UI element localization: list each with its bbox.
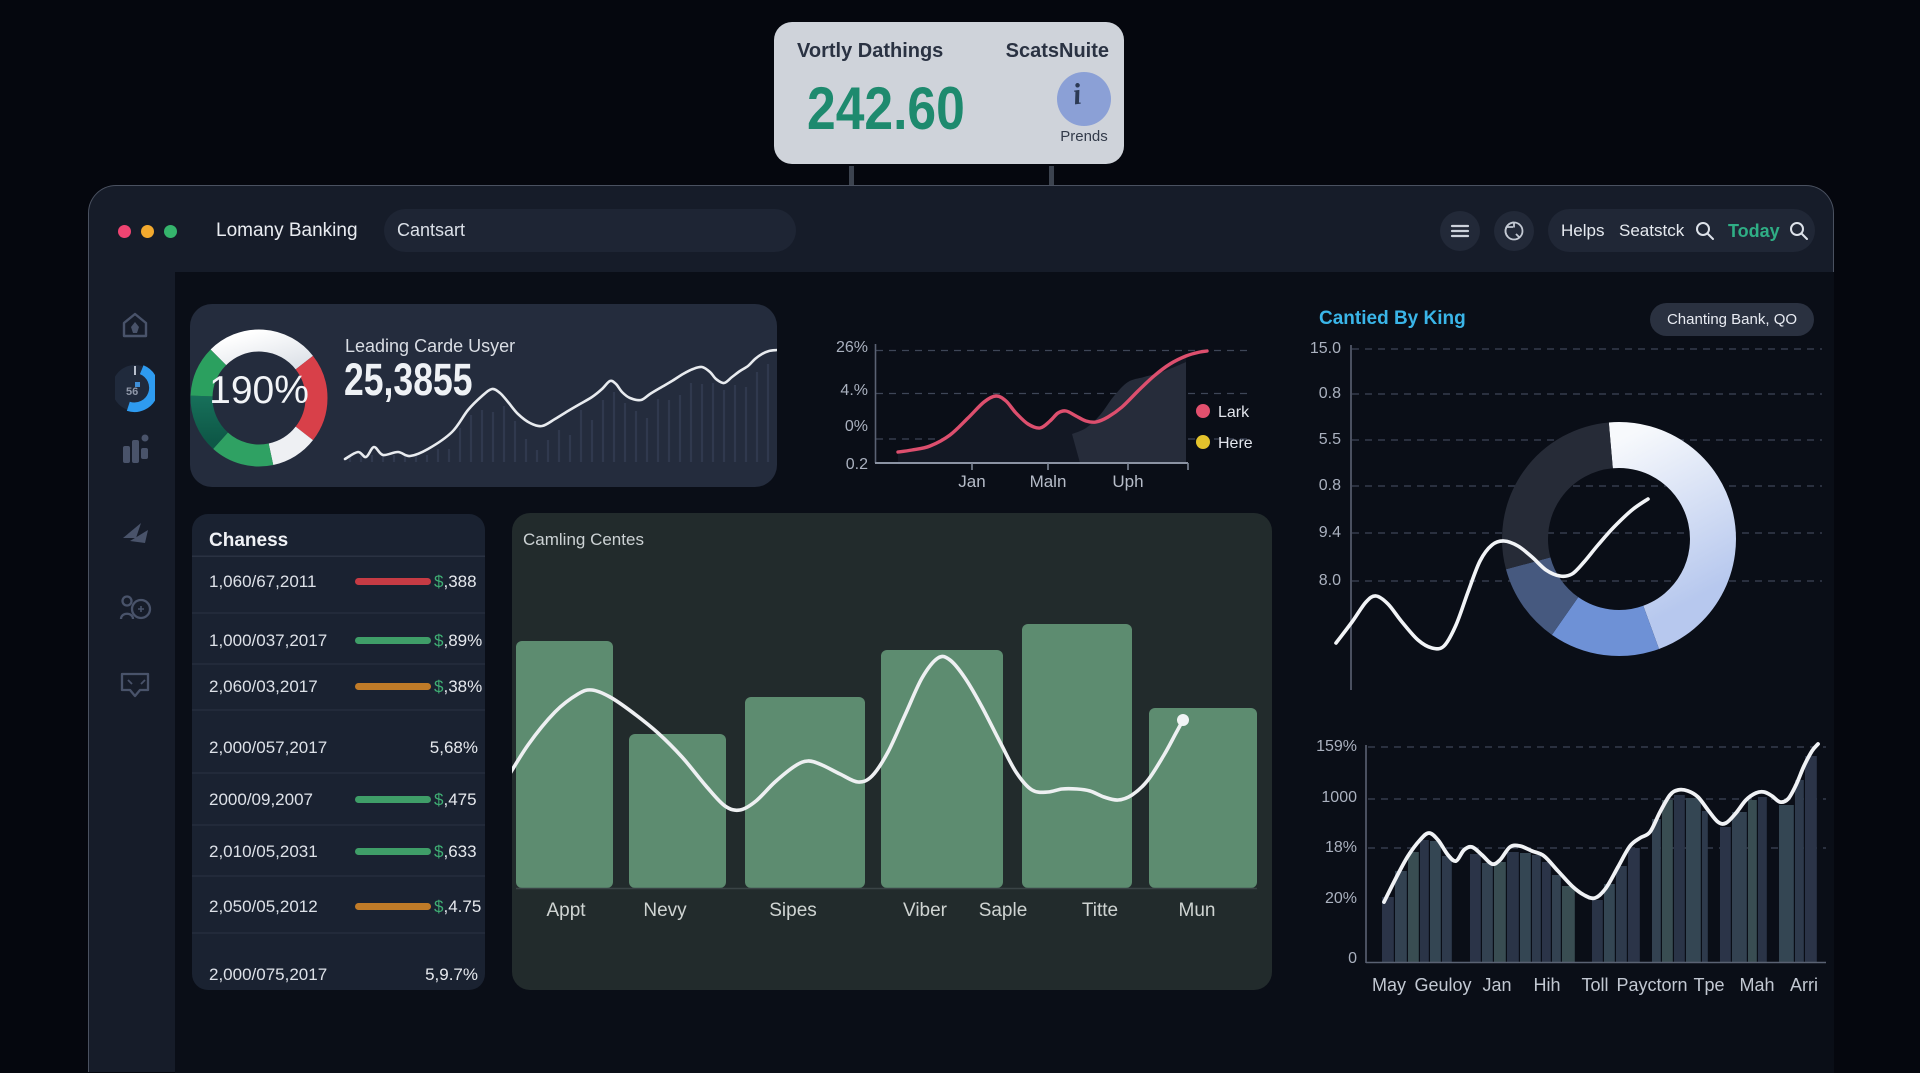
svg-text:190%: 190% (209, 369, 309, 412)
svg-text:56: 56 (126, 386, 138, 398)
svg-text:Here: Here (1218, 435, 1253, 452)
svg-text:Lark: Lark (1218, 404, 1250, 421)
